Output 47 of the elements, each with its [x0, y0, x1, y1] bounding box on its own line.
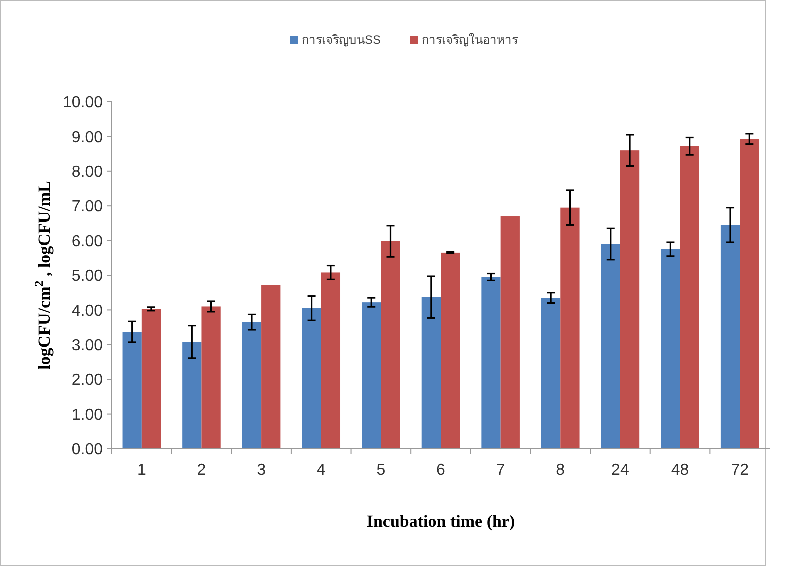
bar: [182, 342, 202, 449]
bar: [601, 244, 620, 449]
bar: [262, 285, 281, 449]
bar: [422, 297, 441, 449]
bar: [242, 322, 262, 449]
bar: [202, 306, 221, 449]
y-tick-label: 2.00: [72, 372, 104, 390]
x-tick-label: 2: [197, 462, 206, 479]
x-tick-label: 7: [496, 462, 506, 479]
bar: [620, 150, 640, 449]
y-tick-label: 9.00: [72, 129, 104, 146]
y-tick-label: 0.00: [72, 442, 104, 459]
bar: [302, 308, 322, 449]
x-tick-label: 8: [556, 462, 566, 479]
bar: [541, 298, 561, 449]
y-tick-label: 3.00: [72, 338, 104, 354]
bar: [122, 332, 142, 449]
y-tick-label: 8.00: [72, 164, 104, 181]
x-tick-label: 24: [612, 462, 630, 479]
y-tick-label: 1.00: [72, 406, 104, 424]
y-tick-label: 10.00: [62, 94, 104, 112]
x-tick-label: 5: [376, 462, 386, 479]
bar: [740, 139, 760, 449]
bar: [362, 302, 382, 449]
bar: [661, 249, 680, 449]
bar: [482, 277, 501, 449]
bar: [500, 216, 520, 449]
legend-label: การเจริญบนSS: [302, 33, 382, 47]
y-tick-label: 7.00: [72, 198, 104, 216]
x-tick-label: 4: [316, 462, 326, 479]
x-tick-label: 72: [731, 462, 750, 479]
bar: [321, 272, 341, 449]
x-tick-label: 6: [436, 462, 446, 479]
bar: [381, 241, 400, 449]
x-tick-label: 1: [137, 462, 146, 479]
x-axis-title: Incubation time (hr): [366, 512, 516, 531]
legend-label: การเจริญในอาหาร: [422, 33, 519, 47]
x-tick-label: 48: [671, 462, 690, 479]
bar: [441, 252, 460, 449]
x-tick-label: 3: [257, 462, 266, 479]
bar: [680, 146, 700, 449]
bar: [142, 309, 162, 449]
y-tick-label: 4.00: [72, 302, 104, 320]
bar: [560, 208, 580, 449]
y-tick-label: 6.00: [72, 233, 104, 250]
y-tick-label: 5.00: [72, 268, 104, 286]
bar: [720, 225, 740, 449]
